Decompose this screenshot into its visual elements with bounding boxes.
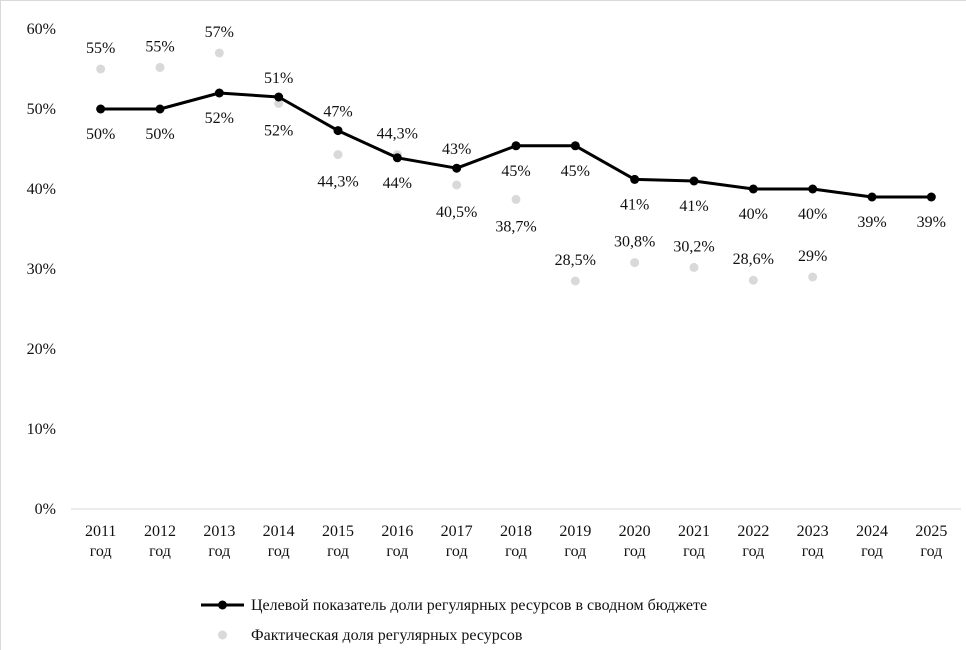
target-data-label: 52%	[205, 110, 234, 127]
target-data-label: 39%	[857, 214, 886, 231]
target-share-point	[214, 88, 224, 98]
target-data-label: 50%	[86, 126, 115, 143]
target-share-point	[926, 192, 936, 202]
x-tick-label: год	[683, 543, 705, 560]
y-tick-label: 30%	[27, 261, 56, 278]
x-tick-label: год	[386, 543, 408, 560]
actual-share-point	[808, 272, 818, 282]
actual-share-point	[748, 275, 758, 285]
x-tick-label: 2018	[500, 523, 532, 540]
actual-share-point	[689, 262, 699, 272]
actual-share-point	[452, 180, 462, 190]
x-tick-label: год	[802, 543, 824, 560]
target-share-point	[808, 184, 818, 194]
actual-share-point	[274, 98, 284, 108]
target-share-point	[511, 141, 521, 151]
target-share-point	[630, 174, 640, 184]
target-data-label: 41%	[679, 198, 708, 215]
target-share-point	[333, 126, 343, 136]
legend-target-label: Целевой показатель доли регулярных ресур…	[251, 597, 707, 614]
actual-data-label: 40,5%	[436, 204, 477, 221]
actual-data-label: 55%	[86, 40, 115, 57]
target-data-label: 39%	[917, 214, 946, 231]
x-tick-label: 2015	[322, 523, 354, 540]
x-tick-label: год	[742, 543, 764, 560]
target-data-label: 43%	[442, 141, 471, 158]
y-tick-label: 20%	[27, 341, 56, 358]
x-tick-label: 2014	[263, 523, 295, 540]
x-tick-label: год	[208, 543, 230, 560]
target-data-label: 40%	[739, 206, 768, 223]
target-share-point	[867, 192, 877, 202]
actual-share-point	[214, 48, 224, 58]
x-tick-label: 2019	[559, 523, 591, 540]
target-data-label: 40%	[798, 206, 827, 223]
actual-share-point	[511, 194, 521, 204]
actual-data-label: 57%	[205, 24, 234, 41]
actual-share-point	[96, 64, 106, 74]
actual-data-label: 44,3%	[377, 126, 418, 143]
y-tick-label: 60%	[27, 21, 56, 38]
x-tick-label: 2013	[203, 523, 235, 540]
actual-data-label: 28,5%	[555, 252, 596, 269]
target-data-label: 47%	[323, 104, 352, 121]
x-tick-label: год	[861, 543, 883, 560]
legend-target-swatch-marker	[218, 600, 227, 610]
x-tick-label: 2011	[85, 523, 116, 540]
target-share-point	[392, 153, 402, 163]
target-share-point	[748, 184, 758, 194]
target-data-label: 44%	[383, 175, 412, 192]
x-tick-label: год	[505, 543, 527, 560]
x-tick-label: 2022	[737, 523, 769, 540]
legend-actual-swatch-marker	[218, 630, 227, 640]
x-tick-label: год	[920, 543, 942, 560]
actual-data-label: 30,2%	[673, 238, 714, 255]
actual-data-label: 30,8%	[614, 234, 655, 251]
legend-actual-label: Фактическая доля регулярных ресурсов	[251, 627, 523, 644]
x-tick-label: 2017	[441, 523, 473, 540]
x-tick-label: год	[149, 543, 171, 560]
x-tick-label: год	[90, 543, 112, 560]
actual-data-label: 38,7%	[495, 218, 536, 235]
x-tick-label: год	[564, 543, 586, 560]
target-share-point	[689, 176, 699, 186]
actual-data-label: 55%	[145, 38, 174, 55]
target-share-point	[274, 92, 284, 102]
actual-data-label: 44,3%	[317, 174, 358, 191]
target-share-point	[570, 141, 580, 151]
actual-data-label: 52%	[264, 122, 293, 139]
target-data-label: 45%	[561, 163, 590, 180]
x-tick-label: год	[327, 543, 349, 560]
y-tick-label: 0%	[35, 501, 56, 518]
x-tick-label: год	[624, 543, 646, 560]
x-tick-label: 2020	[619, 523, 651, 540]
target-share-point	[96, 104, 106, 114]
y-tick-label: 40%	[27, 181, 56, 198]
x-tick-label: 2012	[144, 523, 176, 540]
x-tick-label: год	[268, 543, 290, 560]
actual-data-label: 29%	[798, 248, 827, 265]
x-tick-label: 2025	[915, 523, 947, 540]
target-data-label: 50%	[145, 126, 174, 143]
actual-data-label: 28,6%	[733, 251, 774, 268]
target-share-point	[452, 163, 462, 173]
x-tick-label: 2024	[856, 523, 888, 540]
y-tick-label: 50%	[27, 101, 56, 118]
x-tick-label: 2023	[797, 523, 829, 540]
target-data-label: 51%	[264, 70, 293, 87]
actual-share-point	[333, 150, 343, 160]
target-share-point	[155, 104, 165, 114]
x-tick-label: год	[446, 543, 468, 560]
actual-share-point	[570, 276, 580, 286]
x-tick-label: 2016	[381, 523, 413, 540]
target-data-label: 45%	[501, 163, 530, 180]
actual-share-point	[630, 258, 640, 268]
y-tick-label: 10%	[27, 421, 56, 438]
actual-share-point	[155, 62, 165, 72]
target-data-label: 41%	[620, 196, 649, 213]
x-tick-label: 2021	[678, 523, 710, 540]
